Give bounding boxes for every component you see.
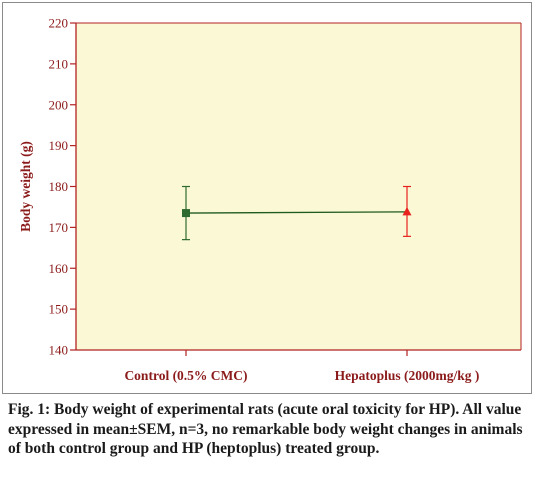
figure-frame: 140 150 160 170 180 190 200 210 220 Body weight (… bbox=[2, 2, 532, 394]
chart: 140 150 160 170 180 190 200 210 220 Body weight (… bbox=[18, 16, 522, 383]
y-tick-label: 160 bbox=[49, 261, 69, 276]
caption-text: Fig. 1: Body weight of experimental rats… bbox=[8, 401, 523, 457]
y-tick-label: 180 bbox=[49, 179, 69, 194]
y-tick-label: 150 bbox=[49, 302, 69, 317]
y-tick-label: 220 bbox=[49, 16, 69, 31]
y-tick-label: 170 bbox=[49, 220, 69, 235]
y-tick-label: 190 bbox=[49, 138, 69, 153]
y-tick-label: 200 bbox=[49, 97, 69, 112]
x-tick-label: Control (0.5% CMC) bbox=[124, 368, 247, 383]
y-axis-label: Body weight (g) bbox=[18, 141, 33, 232]
series-line bbox=[185, 211, 408, 214]
data-point-control bbox=[182, 209, 190, 218]
figure-caption: Fig. 1: Body weight of experimental rats… bbox=[8, 400, 534, 459]
plot-area bbox=[76, 23, 521, 350]
y-tick-label: 210 bbox=[49, 56, 69, 71]
x-tick-label: Hepatoplus (2000mg/kg ) bbox=[335, 368, 480, 383]
y-tick-label: 140 bbox=[49, 343, 69, 358]
data-point-hepatoplus bbox=[402, 206, 412, 216]
